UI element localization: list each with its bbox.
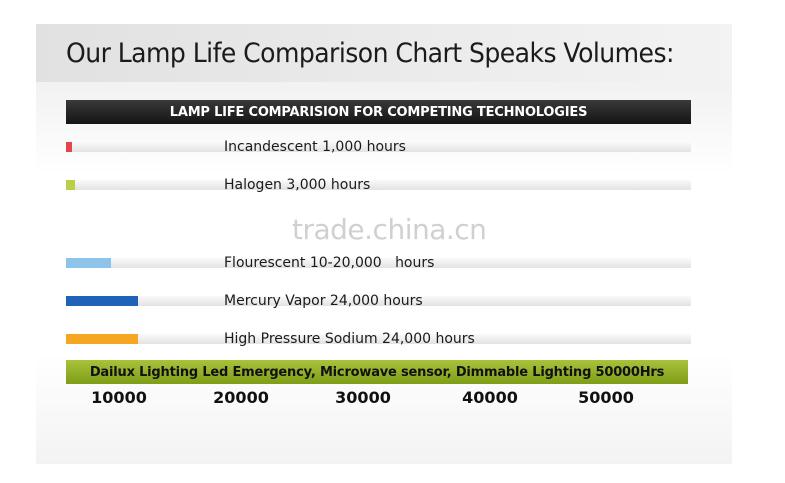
bar-mercury-vapor [66, 296, 138, 306]
label-mercury-vapor: Mercury Vapor 24,000 hours [224, 293, 423, 309]
label-high-pressure-sodium: High Pressure Sodium 24,000 hours [224, 331, 475, 347]
track-hps [66, 334, 691, 344]
bar-high-pressure-sodium [66, 334, 138, 344]
tick-40000: 40000 [462, 388, 518, 407]
tick-50000: 50000 [578, 388, 634, 407]
track-mercury-vapor [66, 296, 691, 306]
track-flourescent [66, 258, 691, 268]
tick-10000: 10000 [91, 388, 147, 407]
track-incandescent [66, 142, 691, 152]
page-title: Our Lamp Life Comparison Chart Speaks Vo… [66, 38, 674, 69]
label-incandescent: Incandescent 1,000 hours [224, 139, 406, 155]
bar-halogen [66, 180, 75, 190]
bar-incandescent [66, 142, 72, 152]
label-flourescent: Flourescent 10-20,000 hours [224, 255, 435, 271]
chart-card [36, 24, 732, 464]
tick-20000: 20000 [213, 388, 269, 407]
bar-led: Dailux Lighting Led Emergency, Microwave… [66, 360, 688, 384]
label-halogen: Halogen 3,000 hours [224, 177, 371, 193]
track-halogen [66, 180, 691, 190]
watermark: trade.china.cn [292, 213, 487, 246]
tick-30000: 30000 [335, 388, 391, 407]
chart-title: LAMP LIFE COMPARISION FOR COMPETING TECH… [66, 100, 691, 124]
title-band [36, 24, 732, 82]
bar-flourescent [66, 258, 111, 268]
